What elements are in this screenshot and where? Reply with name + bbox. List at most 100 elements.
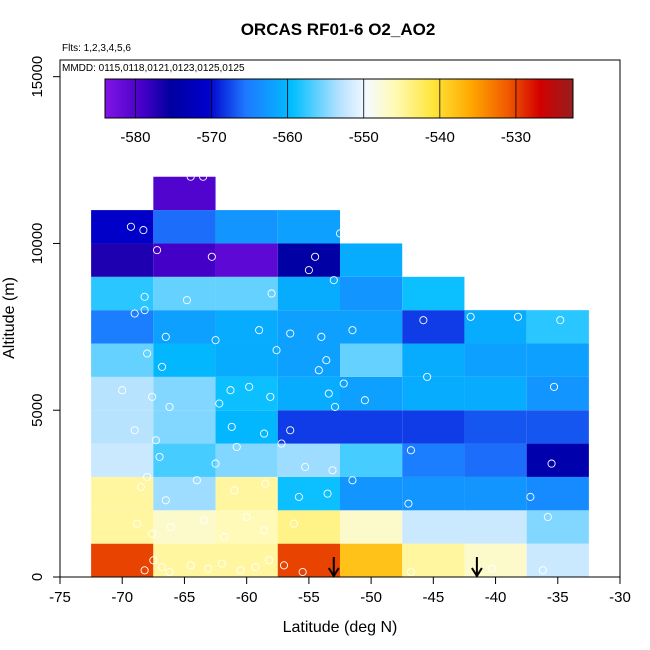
heatmap-cell: [340, 243, 403, 277]
observation-point: [311, 252, 320, 261]
observation-point: [200, 516, 209, 525]
observation-point: [419, 316, 428, 325]
observation-point: [526, 492, 535, 501]
observation-point: [155, 452, 164, 461]
heatmap-cell: [215, 210, 278, 244]
heatmap-cell: [340, 543, 403, 577]
y-tick-label: 15000: [29, 56, 46, 98]
observation-point: [317, 332, 326, 341]
heatmap-cell: [464, 443, 527, 477]
heatmap-cell: [153, 443, 216, 477]
colorbar-tick-label: -560: [273, 129, 303, 146]
heatmap-cell: [340, 410, 403, 444]
observation-point: [323, 489, 332, 498]
colorbar-tick-label: -540: [425, 129, 455, 146]
heatmap-cell: [215, 243, 278, 277]
observation-point: [157, 562, 167, 572]
heatmap-cell: [153, 410, 216, 444]
observation-point: [149, 556, 158, 565]
observation-point: [182, 296, 191, 305]
heatmap-cell: [153, 510, 216, 544]
observation-point: [286, 329, 295, 338]
heatmap-cell: [215, 276, 278, 311]
heatmap-cell: [464, 410, 527, 444]
observation-point: [245, 382, 254, 391]
observation-point: [139, 226, 148, 235]
observation-point: [151, 436, 160, 445]
heatmap-cell: [526, 543, 589, 577]
heatmap-cell: [340, 443, 403, 477]
x-axis-label: Latitude (deg N): [283, 619, 398, 636]
x-tick-label: -30: [609, 589, 631, 606]
heatmap-cell: [277, 410, 340, 444]
heatmap-cell: [215, 443, 278, 477]
dates-subtitle: MMDD: 0115,0118,0121,0123,0125,0125: [62, 63, 245, 74]
heatmap-cell: [91, 510, 154, 544]
observation-point: [547, 459, 556, 468]
observation-point: [466, 312, 475, 321]
observation-point: [186, 561, 195, 570]
observation-point: [304, 266, 313, 275]
observation-point: [232, 442, 241, 451]
x-tick-label: -50: [360, 589, 382, 606]
heatmap-cell: [402, 543, 465, 577]
y-tick-label: 10000: [29, 223, 46, 265]
heatmap-cell: [402, 343, 465, 377]
observation-point: [322, 356, 331, 365]
observation-point: [556, 316, 565, 325]
heatmap-cell: [153, 310, 216, 344]
observation-point: [148, 392, 157, 401]
x-tick-label: -55: [298, 589, 320, 606]
observation-point: [301, 462, 310, 471]
y-axis: 0 5000 10000 15000: [29, 56, 60, 581]
plot-frame: [59, 59, 621, 578]
observation-point: [140, 306, 149, 315]
heatmap-cell: [526, 376, 589, 411]
observation-point: [126, 222, 135, 231]
observation-point: [279, 561, 289, 570]
arrow-head: [471, 567, 483, 578]
observation-point: [261, 479, 270, 488]
heatmap-cell: [526, 476, 589, 511]
x-tick-label: -45: [422, 589, 444, 606]
arrow-head: [327, 567, 340, 578]
heatmap-cell: [91, 476, 154, 511]
observation-point: [211, 336, 220, 345]
observation-point: [549, 382, 559, 391]
observation-point: [161, 332, 170, 341]
observation-point: [277, 439, 286, 448]
colorbar-ticks: -580 -570 -560 -550 -540 -530: [120, 79, 531, 146]
heatmap-cell: [215, 343, 278, 377]
heatmap-cell: [402, 310, 465, 344]
observation-point: [211, 459, 220, 468]
observation-point: [335, 229, 345, 238]
observation-point: [217, 179, 226, 188]
x-tick-label: -65: [174, 589, 196, 606]
heatmap-cell: [215, 543, 278, 577]
colorbar: -580 -570 -560 -550 -540 -530: [104, 78, 574, 146]
observation-point: [220, 532, 229, 542]
heatmap-cell: [526, 410, 589, 444]
observation-point: [161, 496, 170, 505]
heatmap-cell: [277, 310, 340, 344]
observation-point: [118, 386, 127, 395]
heatmap-cell: [402, 510, 465, 544]
heatmap-cell: [277, 543, 340, 577]
colorbar-tick-label: -580: [120, 129, 150, 146]
heatmap-cell: [402, 376, 465, 411]
observation-point: [251, 562, 260, 572]
observation-point: [294, 492, 303, 501]
heatmap-cell: [340, 510, 403, 544]
observation-point: [242, 512, 251, 522]
observation-point: [329, 276, 338, 285]
heatmap-cell: [402, 443, 465, 477]
heatmap-cell: [340, 276, 403, 311]
heatmap-cell: [340, 476, 403, 511]
heatmap-cell: [215, 376, 278, 411]
heatmap-cell: [153, 176, 216, 211]
x-tick-label: -70: [111, 589, 133, 606]
observation-point: [360, 396, 369, 405]
x-tick-label: -40: [485, 589, 507, 606]
heatmap-cell: [91, 443, 154, 477]
